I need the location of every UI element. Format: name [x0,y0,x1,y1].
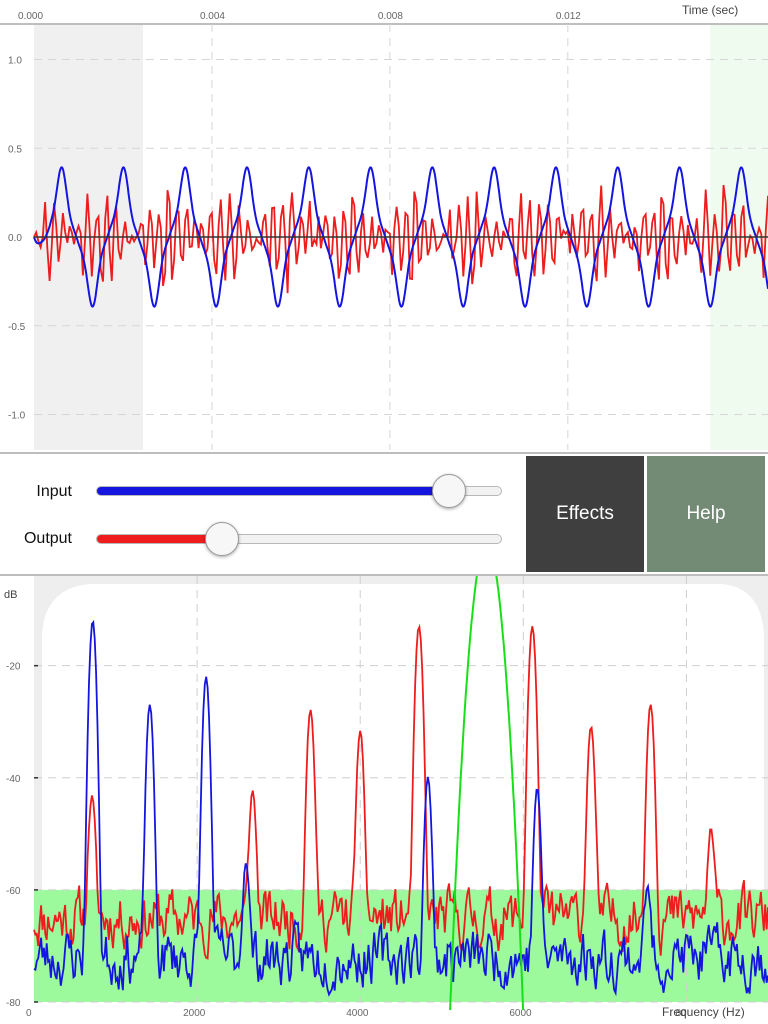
x-tick-label: 6000 [509,1008,532,1019]
output-waveform [33,184,768,294]
x-tick-label: 0.000 [18,11,43,22]
input-slider-fill [97,487,451,495]
x-tick-label: 0.008 [378,11,403,22]
filter-response [449,576,525,1011]
x-tick-label: 80 [675,1008,687,1019]
input-waveform [33,166,768,308]
y-tick-label: 1.0 [8,56,22,67]
input-slider-track[interactable] [96,486,502,496]
output-slider-label: Output [23,530,72,547]
x-tick-label: 2000 [183,1008,206,1019]
x-tick-label: 4000 [346,1008,369,1019]
output-slider-fill [97,535,223,543]
y-tick-label: 0.0 [8,233,22,244]
time-domain-chart: 1.0 0.5 0.0 -0.5 -1.0 0.000 0.004 0.008 0.012 Tim… [0,3,768,450]
control-panel: Input Output Effects Help [0,452,768,576]
effects-button[interactable]: Effects [526,456,644,572]
output-slider-track[interactable] [96,534,502,544]
y-tick-label: -80 [6,998,21,1009]
y-axis-unit: dB [4,589,17,601]
input-spectrum [33,619,768,997]
y-tick-label: -20 [6,662,21,673]
y-tick-label: 0.5 [8,144,22,155]
y-tick-label: -40 [6,774,21,785]
help-button-label: Help [686,503,726,524]
x-tick-label: 0.004 [200,11,225,22]
input-slider-label: Input [36,483,72,500]
input-slider-thumb[interactable] [432,474,467,508]
y-tick-label: -1.0 [8,411,26,422]
time-domain-plot: 1.0 0.5 0.0 -0.5 -1.0 0.000 0.004 0.008 0.012 Tim… [0,0,768,452]
y-tick-label: -60 [6,886,21,897]
help-button[interactable]: Help [647,456,765,572]
x-tick-label: 0.012 [556,11,581,22]
effects-button-label: Effects [556,503,614,524]
frequency-spectrum-chart: -20 -40 -60 -80 0 2000 4000 6000 80 dB Frequency (… [4,576,768,1019]
x-axis-label: Time (sec) [682,3,738,17]
x-axis-label: Frequency (Hz) [662,1005,745,1019]
frequency-domain-plot: -20 -40 -60 -80 0 2000 4000 6000 80 dB Frequency (… [0,576,768,1024]
y-tick-label: -0.5 [8,322,26,333]
x-tick-label: 0 [26,1008,32,1019]
output-slider-thumb[interactable] [204,522,239,556]
